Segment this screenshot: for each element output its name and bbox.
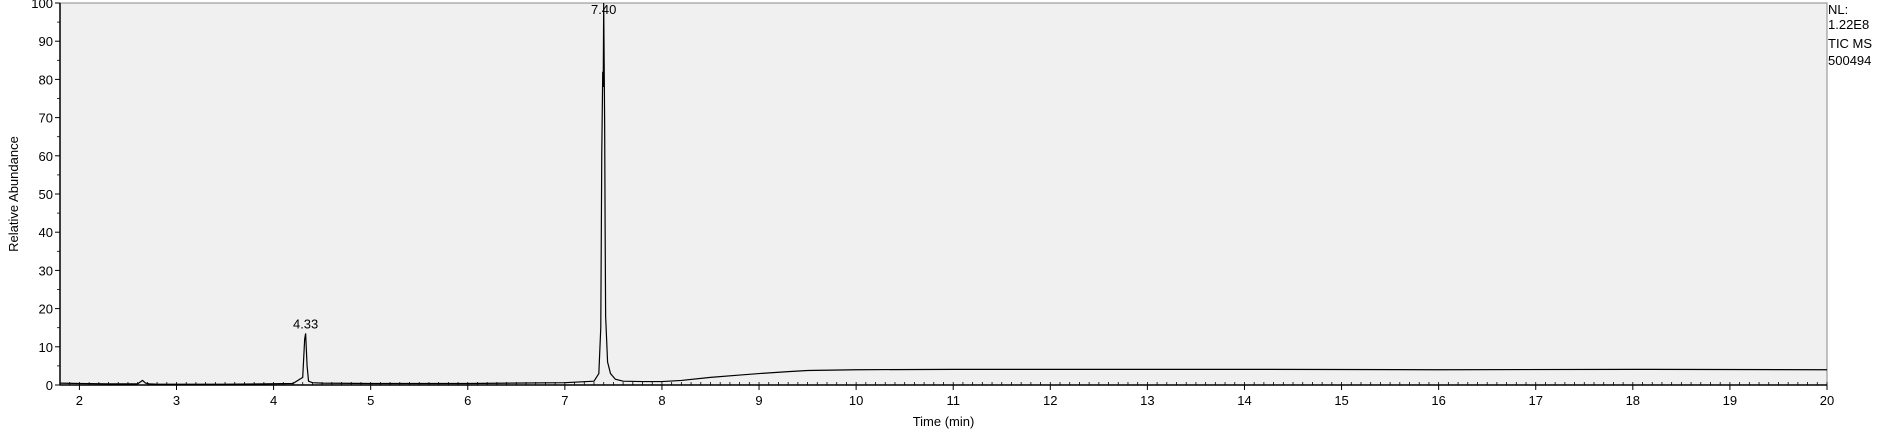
info-sample-id: 500494 — [1828, 53, 1872, 68]
y-tick-label: 30 — [39, 263, 53, 278]
y-tick-label: 50 — [39, 187, 53, 202]
tic-trace-line — [59, 2, 1828, 385]
x-tick-label: 2 — [76, 393, 83, 408]
x-tick-label: 4 — [270, 393, 277, 408]
x-tick-label: 20 — [1820, 393, 1834, 408]
x-tick-label: 14 — [1237, 393, 1251, 408]
x-tick-label: 17 — [1529, 393, 1543, 408]
x-tick-label: 19 — [1723, 393, 1737, 408]
peak-label: 4.33 — [293, 316, 318, 331]
x-tick-label: 9 — [755, 393, 762, 408]
x-tick-label: 13 — [1140, 393, 1154, 408]
x-tick-label: 10 — [849, 393, 863, 408]
y-tick-label: 90 — [39, 34, 53, 49]
x-axis: 2 3 4 5 6 7 8 9 10 11 12 13 14 15 16 17 18 19 20 — [60, 384, 1834, 408]
info-scan-type: TIC MS — [1828, 36, 1873, 51]
x-tick-label: 6 — [464, 393, 471, 408]
x-tick-label: 15 — [1334, 393, 1348, 408]
x-tick-label: 16 — [1431, 393, 1445, 408]
x-tick-label: 3 — [173, 393, 180, 408]
y-tick-label: 0 — [46, 378, 53, 393]
x-tick-label: 5 — [367, 393, 374, 408]
x-axis-title: Time (min) — [913, 414, 975, 429]
y-axis-title: Relative Abundance — [6, 136, 21, 252]
y-tick-label: 10 — [39, 340, 53, 355]
y-tick-label: 80 — [39, 72, 53, 87]
info-nl-value: 1.22E8 — [1828, 17, 1870, 32]
y-tick-label: 100 — [31, 0, 53, 11]
x-tick-label: 8 — [658, 393, 665, 408]
y-axis: 0 10 20 30 40 50 60 70 80 90 100 — [31, 0, 61, 393]
peak-labels: 4.33 7.40 — [293, 2, 616, 331]
plot-area — [59, 2, 1828, 386]
x-tick-label: 11 — [946, 393, 960, 408]
y-tick-label: 40 — [39, 225, 53, 240]
x-tick-label: 12 — [1043, 393, 1057, 408]
y-tick-label: 70 — [39, 111, 53, 126]
peak-label: 7.40 — [591, 2, 616, 17]
x-tick-label: 18 — [1626, 393, 1640, 408]
y-tick-label: 20 — [39, 302, 53, 317]
y-tick-label: 60 — [39, 149, 53, 164]
info-nl-label: NL: — [1828, 2, 1849, 17]
x-tick-label: 7 — [561, 393, 568, 408]
